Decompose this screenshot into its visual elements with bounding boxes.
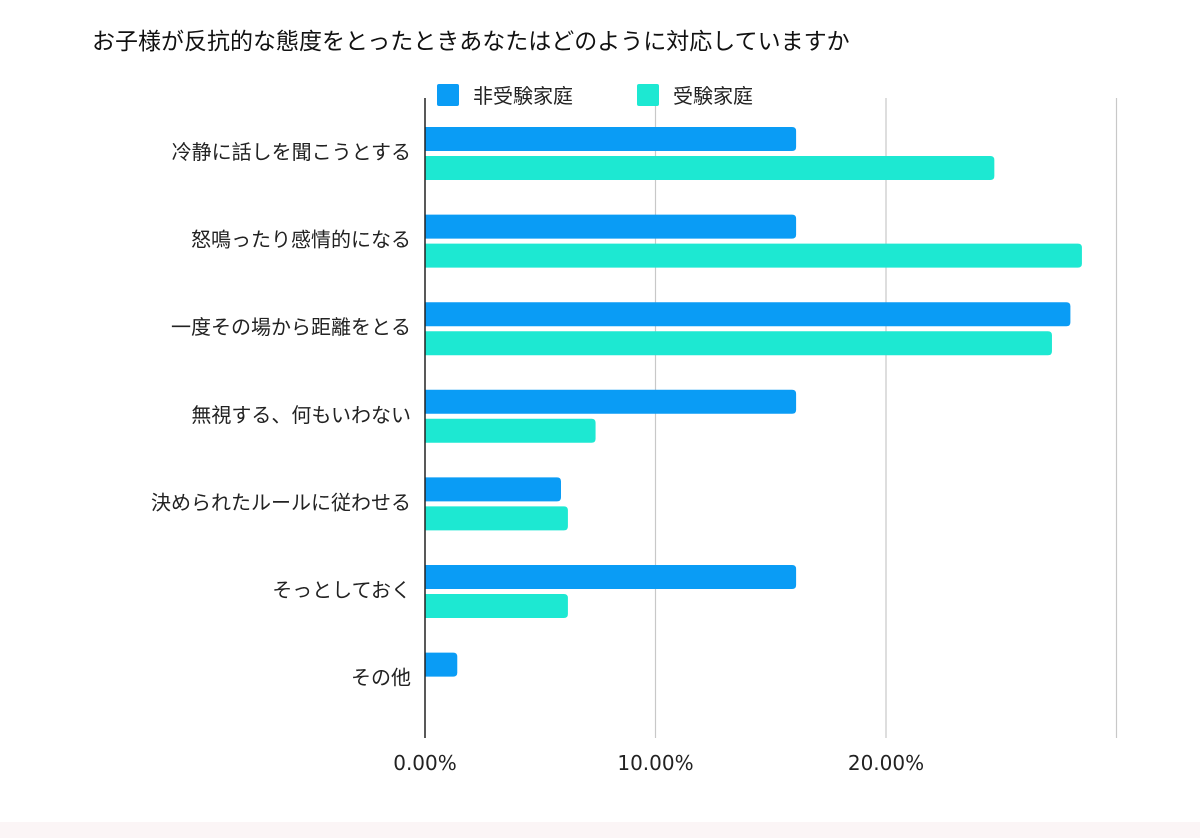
legend-label: 受験家庭 bbox=[673, 84, 753, 108]
bar-exam bbox=[425, 156, 995, 180]
legend-swatch bbox=[437, 84, 459, 106]
bar-non-exam bbox=[424, 389, 797, 414]
chart-title: お子様が反抗的な態度をとったときあなたはどのように対応していますか bbox=[92, 29, 850, 55]
legend-swatch bbox=[637, 84, 659, 106]
bar-non-exam bbox=[424, 127, 797, 151]
bar-non-exam bbox=[425, 477, 561, 502]
bar-exam bbox=[425, 594, 568, 618]
category-label: 冷静に話しを聞こうとする bbox=[172, 140, 411, 164]
bar-exam bbox=[425, 506, 568, 531]
x-tick-label: 0.00% bbox=[393, 751, 457, 775]
category-label: 一度その場から距離をとる bbox=[171, 315, 411, 339]
category-label: 怒鳴ったり感情的になる bbox=[191, 228, 411, 252]
bar-exam bbox=[425, 243, 1082, 268]
x-tick-label: 20.00% bbox=[848, 751, 924, 775]
category-label: 決められたルールに従わせる bbox=[151, 490, 411, 514]
category-label: そっとしておく bbox=[272, 578, 411, 602]
bar-non-exam bbox=[425, 652, 458, 677]
category-label: 無視する、何もいわない bbox=[191, 403, 411, 427]
bar-exam bbox=[424, 331, 1052, 356]
legend-label: 非受験家庭 bbox=[473, 84, 573, 108]
bottom-strip bbox=[0, 822, 1200, 838]
x-tick-label: 10.00% bbox=[617, 751, 693, 775]
bar-exam bbox=[425, 418, 596, 443]
bar-non-exam bbox=[424, 214, 797, 239]
bar-non-exam bbox=[425, 302, 1071, 327]
bar-non-exam bbox=[424, 565, 797, 589]
category-label: その他 bbox=[351, 666, 411, 690]
